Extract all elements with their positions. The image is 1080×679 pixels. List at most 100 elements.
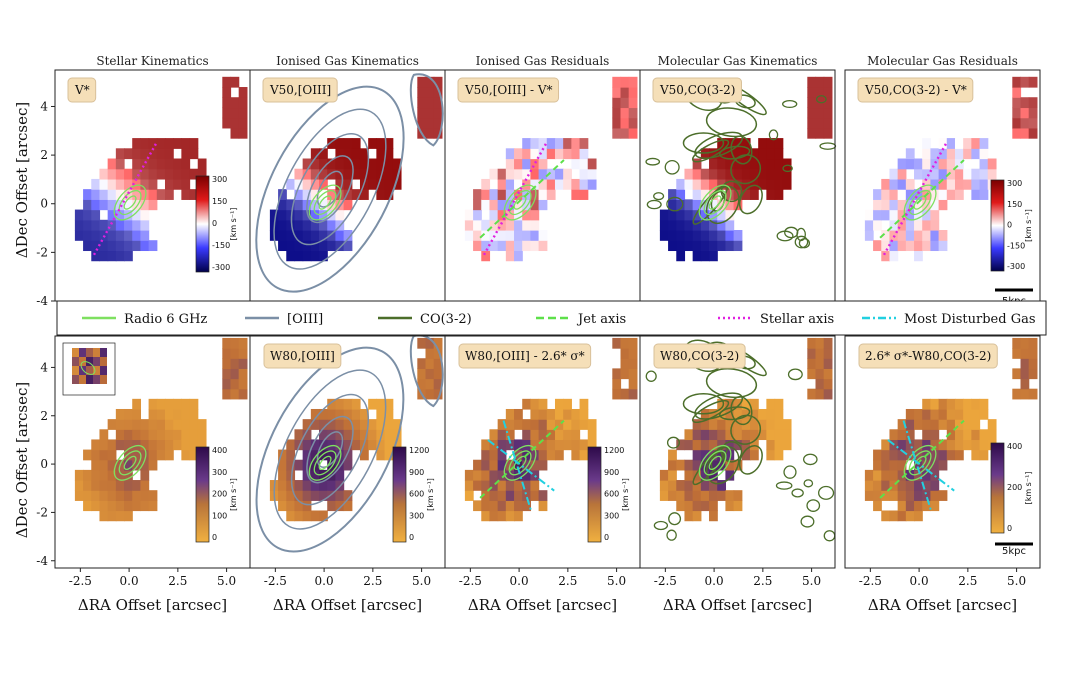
- colorbar-tick-label: 600: [409, 490, 424, 499]
- map-pixel: [1012, 127, 1022, 139]
- map-pixel: [733, 229, 743, 241]
- map-pixel: [889, 510, 899, 522]
- map-pixel: [505, 500, 515, 512]
- map-pixel: [222, 117, 232, 129]
- map-pixel: [905, 219, 915, 231]
- map-pixel: [922, 158, 932, 170]
- oiii-contour: [306, 155, 354, 224]
- map-pixel: [684, 219, 694, 231]
- map-pixel: [505, 480, 515, 491]
- colorbar-tick-label: 900: [604, 468, 619, 477]
- map-pixel: [897, 168, 907, 180]
- co-contour: [720, 441, 743, 463]
- map-pixel: [897, 449, 907, 461]
- x-axis-label: ΔRA Offset [arcsec]: [663, 596, 812, 614]
- map-pixel: [327, 138, 337, 149]
- map-pixel: [1028, 368, 1038, 380]
- panel-label: W80,CO(3-2): [660, 349, 739, 363]
- map-pixel: [579, 178, 589, 190]
- map-pixel: [587, 419, 597, 430]
- map-pixel: [481, 219, 491, 231]
- colorbar-tick-label: 200: [212, 490, 227, 499]
- map-pixel: [530, 449, 540, 461]
- map-pixel: [628, 127, 638, 139]
- colorbar-tick-label: 0: [212, 533, 217, 542]
- colorbar-gradient: [587, 446, 602, 543]
- co-contour: [682, 392, 725, 415]
- map-pixel: [148, 240, 158, 252]
- co-contour: [720, 180, 743, 203]
- map-pixel: [700, 449, 710, 461]
- map-pixel: [181, 138, 191, 149]
- map-pixel: [156, 429, 166, 441]
- map-pixel: [881, 229, 891, 241]
- map-pixel: [971, 189, 981, 200]
- map-pixel: [963, 408, 972, 420]
- map-pixel: [497, 469, 507, 481]
- map-pixel: [505, 189, 515, 200]
- map-pixel: [946, 178, 956, 190]
- map-pixel: [505, 229, 515, 241]
- map-pixel: [481, 490, 491, 501]
- scale-bar-label: 5kpc: [1002, 546, 1026, 557]
- map-pixel: [628, 378, 638, 390]
- legend: Radio 6 GHz [OIII] CO(3-2) Jet axis Stellar …: [56, 300, 1047, 336]
- map-pixel: [164, 419, 174, 430]
- map-pixel: [938, 138, 948, 149]
- map-pixel: [717, 408, 727, 420]
- map-pixel: [164, 138, 174, 149]
- map-pixel: [684, 199, 694, 211]
- map-pixel: [717, 419, 727, 430]
- co-contour: [802, 453, 818, 466]
- map-pixel: [563, 178, 572, 190]
- map-pixel: [99, 469, 109, 481]
- map-pixel: [286, 439, 296, 451]
- map-pixel: [335, 469, 345, 481]
- map-pixel: [749, 429, 759, 441]
- map-pixel: [725, 459, 735, 471]
- map-pixel: [922, 168, 932, 180]
- map-pixel: [963, 419, 972, 430]
- map-pixel: [124, 219, 133, 231]
- map-pixel: [823, 107, 833, 119]
- map-pixel: [963, 178, 972, 190]
- map-pixel: [815, 76, 825, 88]
- map-pixel: [725, 398, 735, 410]
- map-pixel: [881, 240, 891, 252]
- radio-contour: [708, 195, 722, 210]
- map-pixel: [546, 408, 556, 420]
- map-pixel: [774, 168, 784, 180]
- stellar-axis-line: [482, 142, 548, 256]
- map-pixel: [717, 459, 727, 471]
- map-pixel: [294, 500, 304, 512]
- map-pixel: [148, 189, 158, 200]
- map-pixel: [873, 500, 882, 512]
- map-pixel: [971, 148, 981, 160]
- oiii-contour: [316, 170, 344, 208]
- map-pixel: [335, 158, 345, 170]
- map-pixel: [107, 449, 117, 461]
- map-pixel: [930, 219, 940, 231]
- map-pixel: [115, 490, 125, 501]
- map-pixel: [522, 500, 532, 512]
- map-pixel: [709, 229, 718, 241]
- map-pixel: [148, 419, 158, 430]
- map-pixel: [286, 480, 296, 491]
- map-pixel: [505, 408, 515, 420]
- map-pixel: [954, 178, 964, 190]
- map-pixel: [433, 368, 443, 380]
- map-pixel: [807, 348, 817, 359]
- map-pixel: [758, 168, 767, 180]
- map-pixel: [124, 240, 133, 252]
- x-tick-label: 5.0: [412, 574, 431, 588]
- colorbar-tick-label: 300: [212, 175, 227, 184]
- map-pixel: [164, 148, 174, 160]
- map-pixel: [335, 439, 345, 451]
- map-pixel: [91, 189, 101, 200]
- x-tick-label: 2.5: [958, 574, 977, 588]
- map-pixel: [864, 209, 874, 221]
- map-pixel: [230, 117, 240, 129]
- map-pixel: [692, 490, 702, 501]
- map-pixel: [327, 490, 337, 501]
